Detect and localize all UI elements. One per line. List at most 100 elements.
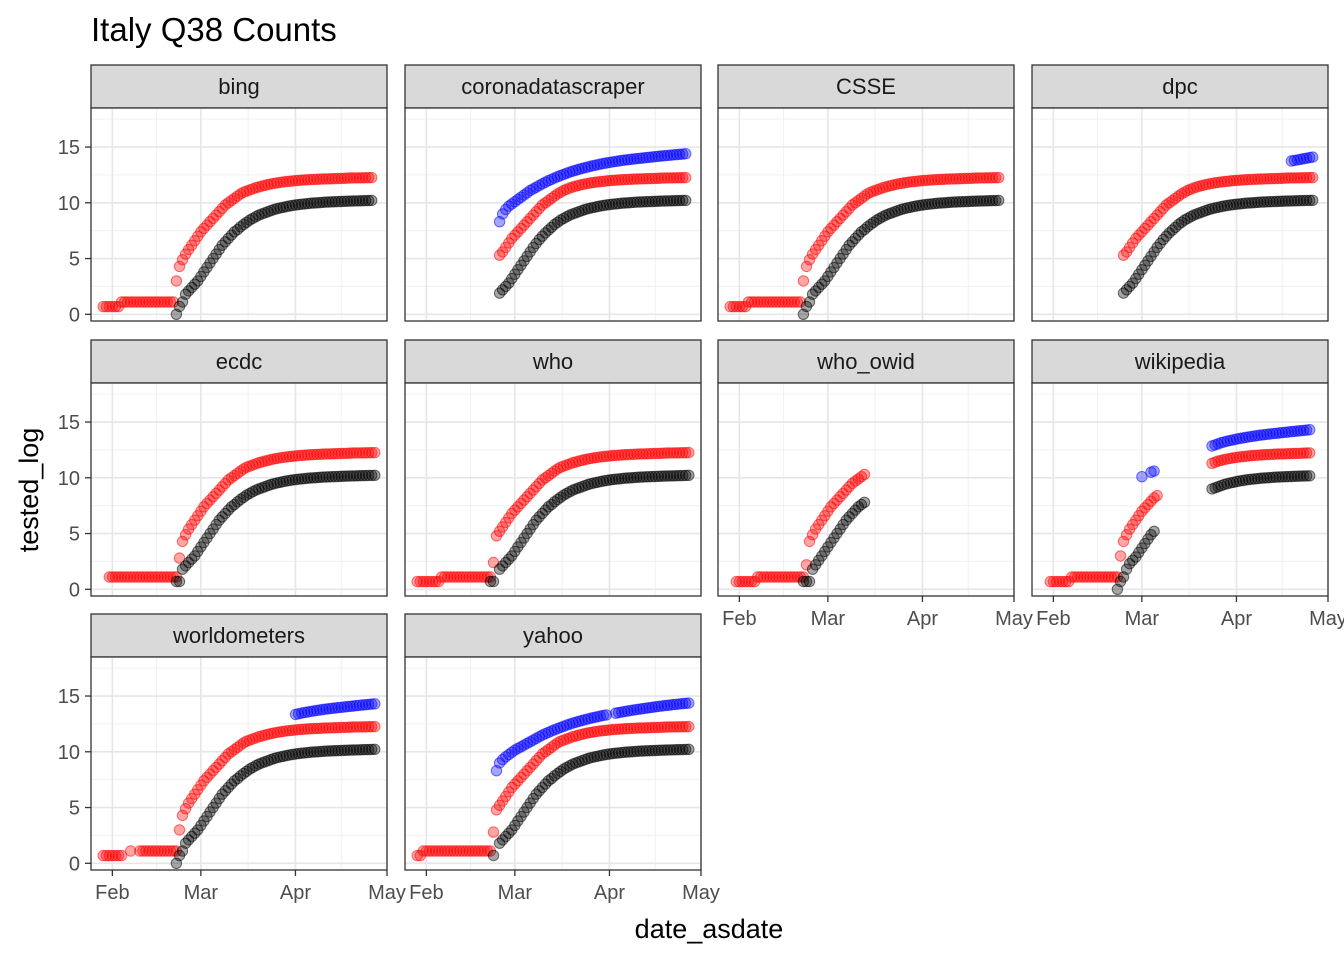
data-point	[1294, 470, 1307, 482]
data-point	[338, 447, 350, 460]
data-point	[1285, 195, 1298, 207]
data-point	[335, 172, 347, 185]
data-point	[332, 744, 344, 757]
data-point	[128, 571, 140, 583]
data-point	[655, 172, 667, 184]
data-point	[625, 196, 637, 209]
data-point	[317, 196, 329, 209]
data-point	[347, 195, 360, 207]
data-point	[616, 449, 628, 461]
data-point	[1304, 171, 1316, 184]
data-point	[143, 571, 155, 583]
panel-background	[405, 383, 701, 596]
data-point	[481, 845, 494, 857]
data-point	[1300, 470, 1313, 482]
panel-background	[91, 657, 387, 870]
y-tick-label: 0	[69, 304, 80, 326]
facet-strip-label: coronadatascraper	[461, 74, 644, 99]
data-point	[323, 722, 335, 734]
data-point	[1233, 174, 1246, 186]
data-point	[1297, 470, 1310, 482]
data-point	[289, 724, 302, 736]
data-point	[929, 174, 941, 186]
data-point	[968, 172, 980, 184]
data-point	[164, 845, 177, 857]
data-points	[411, 446, 695, 588]
x-tick-label: Mar	[811, 608, 846, 630]
data-point	[366, 469, 378, 482]
data-point	[1267, 195, 1279, 208]
data-point	[752, 571, 764, 583]
x-tick-label: Feb	[722, 608, 756, 630]
data-point	[670, 172, 683, 184]
data-point	[767, 296, 779, 308]
data-points	[724, 171, 1005, 320]
data-point	[974, 172, 987, 184]
data-point	[609, 449, 622, 462]
data-point	[179, 803, 192, 815]
data-point	[637, 196, 649, 208]
facet-strip-label: wikipedia	[1134, 349, 1226, 374]
data-point	[1120, 563, 1133, 575]
data-point	[100, 300, 113, 313]
data-point	[977, 172, 990, 184]
data-point	[332, 721, 344, 734]
data-point	[1279, 448, 1292, 460]
data-point	[1145, 529, 1157, 541]
panel-border	[717, 382, 1015, 597]
data-point	[950, 196, 962, 208]
data-point	[1252, 173, 1264, 185]
data-point	[938, 173, 950, 186]
facet-strip-label: ecdc	[216, 349, 262, 374]
data-point	[344, 744, 357, 756]
data-point	[161, 845, 174, 857]
data-point	[1307, 151, 1319, 163]
data-point	[670, 447, 683, 459]
data-point	[417, 845, 429, 857]
data-point	[1270, 172, 1282, 185]
data-point	[1099, 571, 1111, 583]
data-point	[670, 148, 683, 161]
data-point	[1291, 447, 1304, 460]
facet-strip	[717, 339, 1015, 384]
data-point	[359, 469, 372, 482]
data-point	[800, 575, 813, 588]
data-point	[369, 720, 381, 733]
data-point	[350, 721, 363, 733]
x-axis-title: date_asdate	[635, 914, 784, 944]
data-point	[606, 174, 619, 187]
data-point	[561, 761, 573, 774]
data-point	[317, 745, 329, 757]
data-point	[677, 172, 689, 184]
panel-border	[90, 107, 388, 322]
data-point	[1294, 194, 1307, 207]
data-point	[164, 571, 177, 583]
data-point	[1120, 529, 1133, 541]
data-point	[439, 571, 451, 583]
data-point	[913, 175, 926, 187]
facet-bing: bing 0 5 10 15	[58, 64, 388, 326]
data-point	[606, 449, 619, 462]
data-point	[179, 529, 192, 541]
x-tick-label: Apr	[907, 608, 938, 630]
data-points	[97, 698, 381, 869]
data-point	[634, 745, 646, 757]
data-point	[289, 174, 302, 187]
data-point	[680, 469, 692, 482]
data-point	[1258, 173, 1270, 185]
data-point	[323, 196, 335, 208]
data-point	[677, 447, 689, 459]
data-point	[1075, 571, 1087, 583]
data-point	[457, 845, 469, 857]
data-point	[106, 849, 119, 862]
data-point	[347, 447, 360, 459]
data-point	[742, 296, 755, 308]
data-point	[736, 575, 749, 588]
y-tick-label: 0	[69, 853, 80, 875]
data-point	[683, 720, 695, 733]
data-point	[335, 470, 347, 482]
data-point	[993, 194, 1005, 207]
data-point	[329, 448, 341, 460]
data-point	[158, 571, 170, 583]
data-point	[323, 471, 335, 483]
